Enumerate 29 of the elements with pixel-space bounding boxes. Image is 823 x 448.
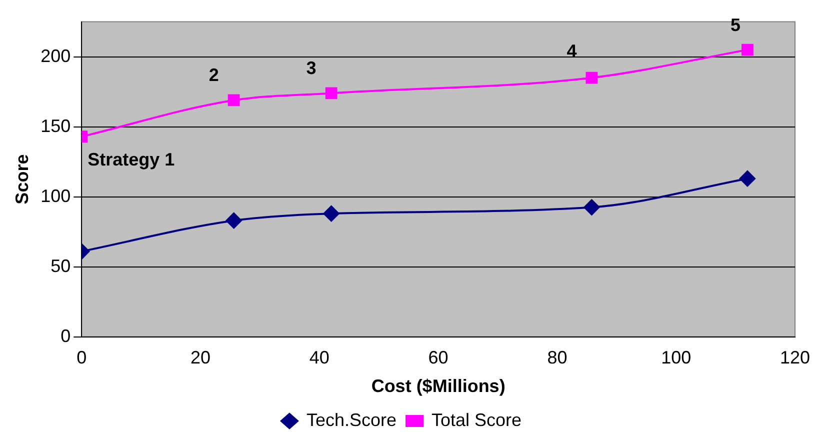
legend-label: Total Score (432, 410, 522, 430)
x-tick-label: 0 (76, 348, 87, 368)
point (323, 206, 340, 222)
x-tick-label: 80 (547, 348, 568, 368)
y-tick-label: 100 (40, 186, 71, 206)
x-tick-label: 100 (661, 348, 692, 368)
point (226, 212, 242, 229)
y-axis-title: Score (12, 154, 32, 204)
legend-label: Tech.Score (306, 410, 397, 430)
x-tick-label: 40 (309, 348, 330, 368)
annotation: 3 (306, 58, 316, 78)
point (586, 72, 598, 84)
y-tick-label: 0 (60, 326, 71, 346)
y-tick-label: 50 (50, 256, 71, 276)
x-tick-label: 120 (780, 348, 810, 368)
point (228, 94, 240, 106)
annotation: Strategy 1 (88, 150, 175, 170)
point (584, 199, 600, 216)
point (741, 44, 754, 56)
annotation: 2 (208, 65, 219, 86)
x-axis-title: Cost ($Millions) (371, 376, 506, 396)
point (739, 170, 756, 187)
point (325, 87, 338, 100)
y-tick-label: 200 (40, 46, 71, 66)
x-tick-label: 20 (190, 348, 211, 368)
x-tick-label: 60 (428, 348, 448, 368)
y-tick-label: 150 (40, 116, 71, 136)
annotation: 5 (730, 14, 740, 35)
annotation: 4 (566, 40, 577, 61)
